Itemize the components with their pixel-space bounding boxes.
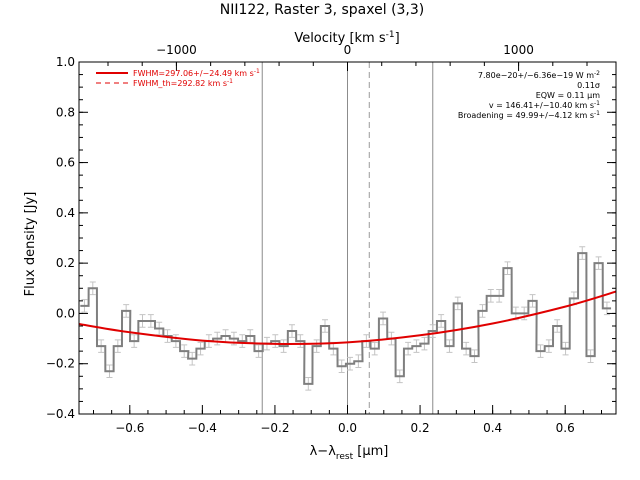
y-tick-label: 0.2 [56,256,75,270]
top-tick-label: 1000 [503,43,534,57]
annotation-sup: -1 [594,110,600,117]
y-tick-label: 1.0 [56,55,75,69]
annotation-sup: -2 [594,70,600,77]
y-axis-label: Flux density [Jy] [23,192,38,297]
y-tick-label: 0.0 [56,306,75,320]
x-axis-label: λ−λrest [μm] [310,444,389,462]
x-tick-label: 0.6 [556,421,575,435]
fit-curve [78,290,617,345]
annotation-1: 0.11σ [577,81,600,90]
legend-label-sup: -1 [227,78,233,85]
plot-layer: −0.6 −0.4 −0.2 0.0 0.2 0.4 0.6 −1000 0 1000 −0.4 −0… [46,43,617,435]
annotation-3: v = 146.41+/−10.40 km s-1 [489,100,600,110]
x-axis-label-sub: rest [336,452,354,462]
x-tick-label: −0.6 [115,421,144,435]
y-tick-label: −0.4 [46,407,75,421]
top-axis-label-text: Velocity [km s [294,31,386,46]
legend-label-sup: -1 [254,68,260,75]
annotation-2: EQW = 0.11 μm [536,91,600,100]
legend-label-0: FWHM=297.06+/−24.49 km s-1 [133,68,260,78]
y-tick-label: 0.6 [56,156,75,170]
x-tick-label: −0.2 [260,421,289,435]
y-tick-label: 0.4 [56,206,75,220]
top-axis-label-end: ] [395,31,400,46]
annotation-0: 7.80e−20+/−6.36e−19 W m-2 [478,70,600,80]
x-axis-label-main: λ−λ [310,444,337,459]
x-tick-label: 0.4 [483,421,502,435]
spectrum-step-line [80,252,612,385]
x-tick-label: 0.2 [411,421,430,435]
x-tick-label: −0.4 [188,421,217,435]
chart-title: NII122, Raster 3, spaxel (3,3) [220,2,425,18]
y-tick-label: −0.2 [46,357,75,371]
y-tick-label: 0.8 [56,105,75,119]
x-axis-label-unit: [μm] [353,444,388,459]
x-tick-label: 0.0 [338,421,357,435]
top-axis-label: Velocity [km s-1] [294,30,399,46]
annotation-4: Broadening = 49.99+/−4.12 km s-1 [458,110,600,120]
top-axis-label-sup: -1 [386,30,395,40]
annotation-sup: -1 [594,100,600,107]
legend-label-1: FWHM_th=292.82 km s-1 [133,78,233,88]
top-tick-label: −1000 [156,43,197,57]
top-tick-label: 0 [344,43,352,57]
